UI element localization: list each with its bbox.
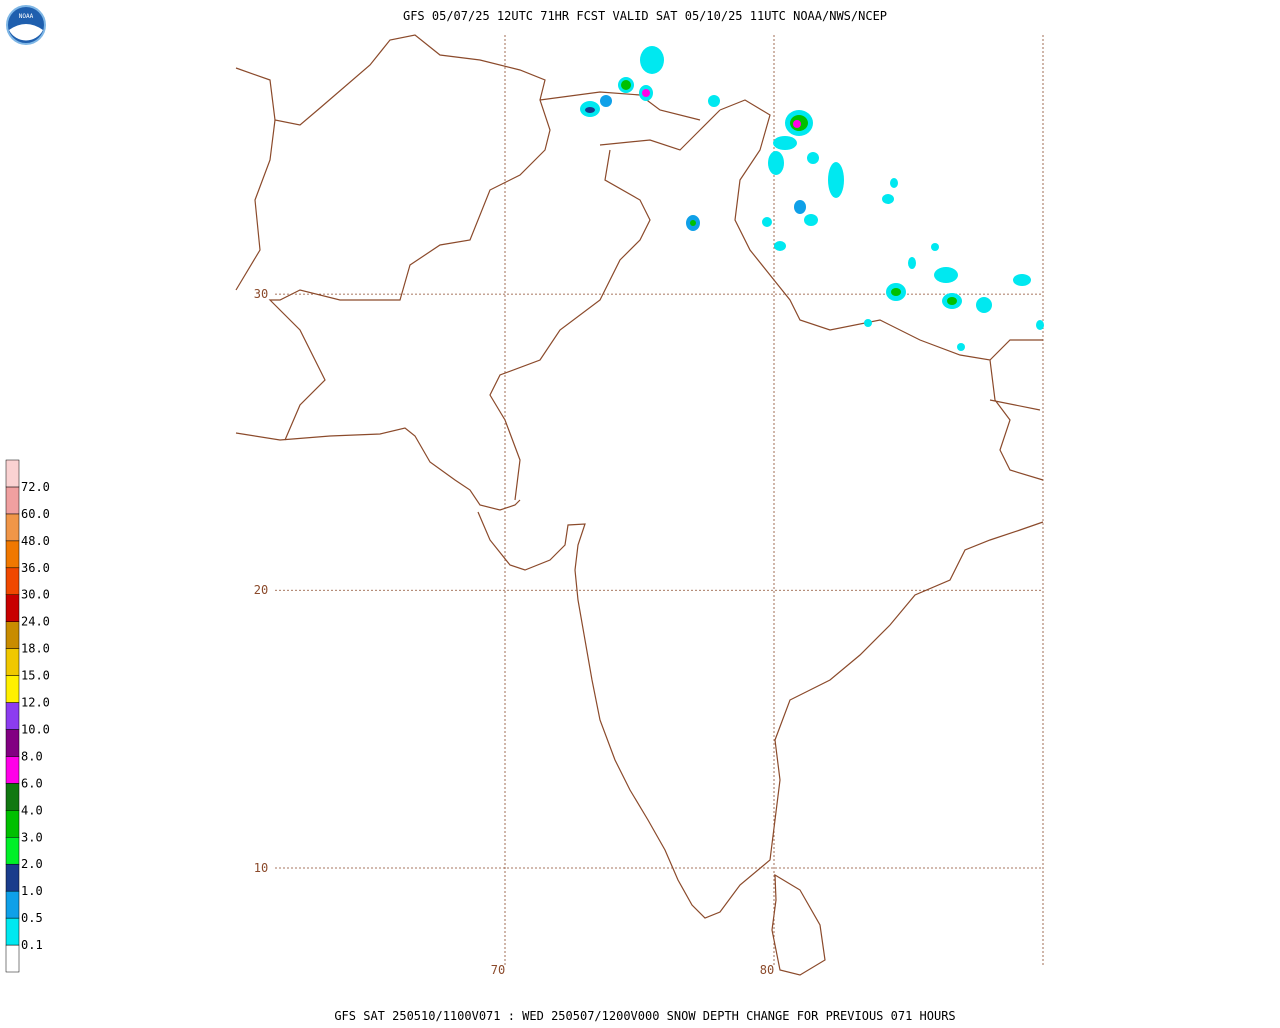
legend-swatch	[5, 513, 20, 542]
legend-label: 6.0	[21, 776, 43, 790]
legend-swatch	[5, 594, 20, 622]
graticule: 30 20 10 70 80	[254, 35, 1044, 977]
legend-label: 36.0	[21, 561, 50, 575]
legend-label: 60.0	[21, 507, 50, 521]
pakistan-border	[235, 34, 721, 501]
latitude-label: 20	[254, 583, 268, 597]
coastline	[235, 427, 1044, 919]
legend-label: 4.0	[21, 803, 43, 817]
legend-swatch	[5, 675, 20, 703]
legend-swatch	[5, 917, 20, 946]
longitude-label: 80	[760, 963, 774, 977]
longitude-label: 70	[491, 963, 505, 977]
map-footer: GFS SAT 250510/1100V071 : WED 250507/120…	[334, 1009, 955, 1023]
legend-label: 24.0	[21, 615, 50, 629]
snow-field	[580, 46, 1044, 351]
legend-swatch	[5, 729, 20, 757]
legend-label: 8.0	[21, 749, 43, 763]
legend-swatch	[5, 756, 20, 784]
legend-swatch	[5, 837, 20, 865]
logo-text: NOAA	[19, 13, 34, 20]
legend-label: 18.0	[21, 642, 50, 656]
sri-lanka	[771, 873, 826, 976]
legend-label: 10.0	[21, 722, 50, 736]
legend-label: 15.0	[21, 669, 50, 683]
legend-swatch	[5, 621, 20, 649]
legend: 0.1 0.5 1.0 2.0 3.0 4.0 6.0 8.0 10.0 12.0 15.0 18.0…	[5, 459, 50, 973]
india-north-border	[719, 99, 1044, 481]
legend-label: 3.0	[21, 830, 43, 844]
legend-label: 1.0	[21, 884, 43, 898]
map-title: GFS 05/07/25 12UTC 71HR FCST VALID SAT 0…	[403, 9, 887, 23]
legend-swatch	[5, 783, 20, 811]
legend-swatch	[5, 944, 20, 973]
latitude-label: 10	[254, 861, 268, 875]
legend-swatch	[5, 567, 20, 595]
noaa-logo: NOAA	[6, 5, 46, 45]
legend-swatch	[5, 890, 20, 919]
borders	[235, 34, 1044, 976]
legend-label: 0.1	[21, 938, 43, 952]
latitude-label: 30	[254, 287, 268, 301]
afghan-border	[235, 119, 276, 291]
legend-label: 72.0	[21, 480, 50, 494]
legend-swatch	[5, 648, 20, 676]
legend-label: 0.5	[21, 911, 43, 925]
legend-swatch	[5, 459, 20, 488]
legend-swatch	[5, 702, 20, 730]
legend-swatch	[5, 863, 20, 892]
legend-label: 12.0	[21, 696, 50, 710]
legend-swatch	[5, 810, 20, 838]
legend-swatch	[5, 540, 20, 569]
legend-label: 2.0	[21, 857, 43, 871]
legend-label: 30.0	[21, 588, 50, 602]
legend-swatch	[5, 486, 20, 515]
legend-label: 48.0	[21, 534, 50, 548]
